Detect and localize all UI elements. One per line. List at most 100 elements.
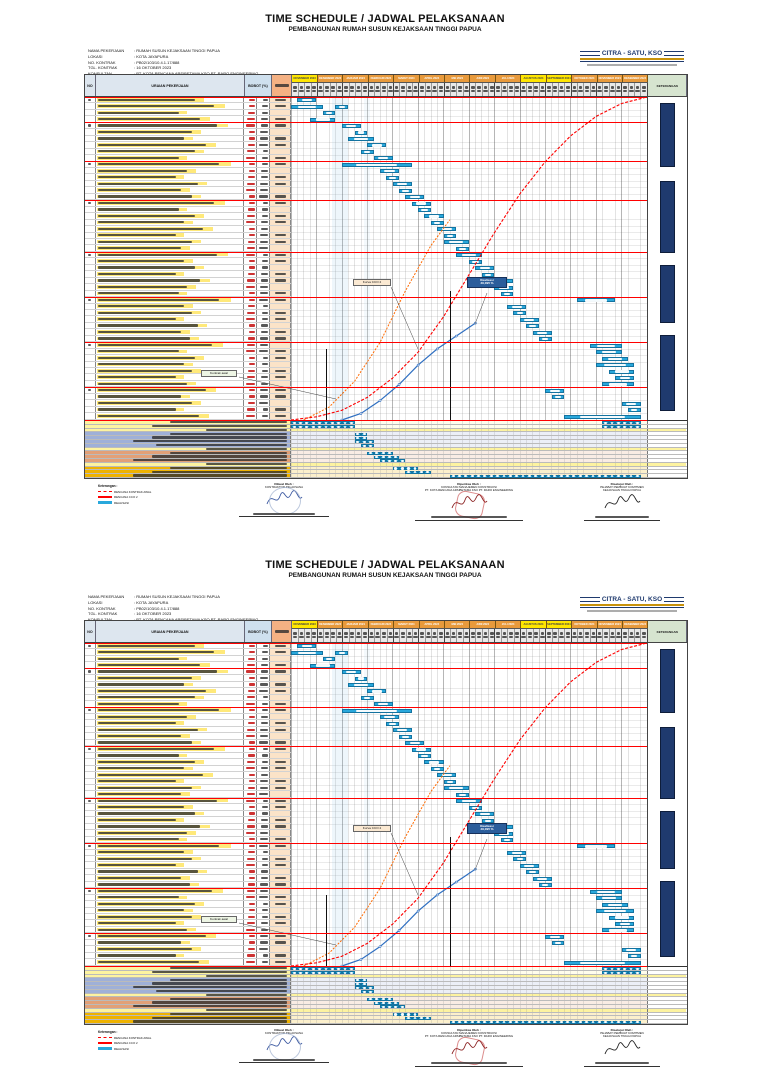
text-smudge (331, 86, 335, 89)
text-smudge (623, 632, 627, 635)
summary-value-cell (360, 436, 368, 440)
month-cell: JANUARI 2024 (343, 75, 369, 82)
text-smudge (451, 474, 455, 478)
text-smudge (521, 636, 526, 639)
text-smudge (97, 143, 206, 146)
legend-label: RENCANA KONTRAK AWAL (114, 489, 152, 494)
text-smudge (299, 636, 304, 639)
text-smudge (409, 742, 421, 745)
task-row (85, 707, 291, 714)
text-smudge (259, 395, 269, 398)
task-label-highlight (96, 927, 196, 932)
month-cell: FEBRUARI 2024 (369, 75, 395, 82)
week-cell (451, 82, 458, 96)
text-smudge (451, 636, 456, 639)
text-smudge (248, 876, 256, 880)
text-smudge (349, 425, 353, 428)
text-smudge (274, 915, 286, 918)
task-label-highlight (96, 330, 190, 334)
text-smudge (249, 356, 256, 359)
bobot-cco (257, 161, 271, 167)
bobot-awal (244, 109, 258, 116)
text-smudge (578, 636, 583, 639)
bobot-cco (257, 277, 271, 284)
info-label: KONSULTAN (88, 617, 112, 623)
text-smudge (274, 143, 286, 146)
summary-row (85, 982, 687, 986)
gantt-bar (456, 246, 469, 251)
durasi-cell (270, 284, 291, 290)
text-smudge (580, 415, 625, 418)
task-label-highlight (96, 818, 184, 822)
summary-keterangan (647, 1004, 686, 1008)
task-no (85, 649, 96, 655)
week-cell (502, 628, 509, 642)
task-label (96, 251, 245, 258)
week-cell (292, 628, 299, 642)
bobot-awal (244, 701, 258, 707)
text-smudge (97, 773, 204, 776)
text-smudge (315, 664, 330, 667)
task-row (85, 746, 291, 753)
week-cell (457, 628, 464, 642)
summary-value-cell (322, 425, 330, 429)
text-smudge (521, 1020, 525, 1024)
bobot-awal (244, 309, 258, 316)
summary-values (291, 439, 647, 444)
signature-name (583, 515, 661, 521)
text-smudge (249, 292, 256, 295)
text-smudge (155, 990, 287, 993)
task-label (96, 238, 245, 245)
durasi-cell (270, 662, 291, 668)
task-label-highlight (96, 136, 193, 141)
summary-value-cell (386, 1005, 393, 1009)
task-label-highlight (96, 914, 202, 919)
week-cell (552, 628, 559, 642)
task-row (85, 355, 291, 362)
task-row (85, 759, 291, 766)
dashed-red-swatch (98, 491, 112, 493)
section-line (85, 419, 647, 421)
task-no (85, 361, 96, 368)
durasi-cell (270, 836, 291, 843)
text-smudge (97, 389, 206, 392)
text-smudge (274, 780, 286, 783)
summary-keterangan (647, 428, 686, 432)
gantt-bar (341, 708, 412, 713)
task-no (85, 290, 96, 297)
task-no (85, 161, 96, 167)
text-smudge (364, 696, 371, 699)
summary-value-cell (545, 474, 552, 478)
durasi-cell (270, 142, 291, 148)
durasi-cell (270, 804, 291, 810)
summary-value-cell (392, 459, 400, 463)
week-cell (349, 628, 356, 642)
durasi-cell (270, 752, 291, 759)
summary-label (85, 447, 291, 451)
summary-value-cell (634, 1020, 641, 1024)
task-no (85, 662, 96, 668)
text-smudge (249, 130, 256, 134)
text-smudge (547, 474, 550, 478)
task-label (96, 868, 245, 875)
text-smudge (636, 967, 639, 970)
text-smudge (169, 978, 287, 981)
task-no (85, 342, 96, 348)
task-row (85, 681, 291, 689)
task-row (85, 830, 291, 837)
text-smudge (479, 267, 490, 270)
summary-value-cell (608, 967, 616, 971)
text-smudge (439, 632, 443, 635)
bobot-cco (257, 733, 271, 739)
gantt-bar (386, 721, 400, 726)
legend-item: RENCANA CCO 2 (98, 1041, 151, 1045)
bobot-awal (244, 726, 258, 733)
text-smudge (97, 689, 206, 692)
bobot-awal (244, 374, 258, 380)
summary-value-cell (392, 1012, 400, 1016)
text-smudge (274, 818, 286, 822)
summary-value-cell (621, 1020, 628, 1024)
bobot-cco (257, 380, 271, 387)
summary-value-cell (379, 997, 387, 1001)
signature-graphic (384, 489, 554, 521)
